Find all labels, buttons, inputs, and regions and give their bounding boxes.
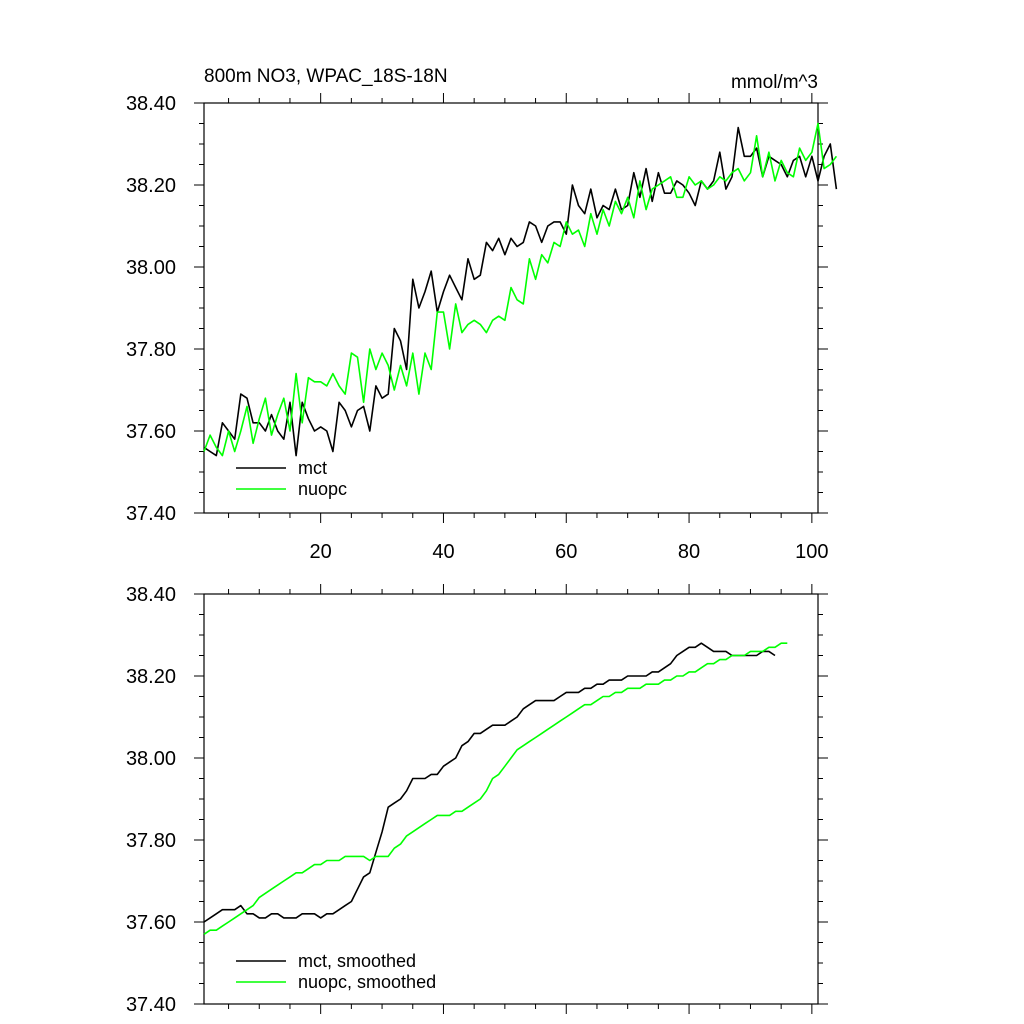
series-line-mct-smoothed (203, 642, 776, 923)
ytick-label: 38.20 (126, 666, 176, 688)
xtick-label: 100 (795, 541, 828, 563)
ytick-label: 37.60 (126, 421, 176, 443)
series-line-nuopc (203, 122, 838, 457)
plot-frame-smoothed (203, 593, 819, 1005)
legend-label-nuopc: nuopc (298, 479, 347, 499)
legend-smoothed: mct, smoothed nuopc, smoothed (236, 951, 436, 992)
ytick-label: 38.20 (126, 175, 176, 197)
chart-title: 800m NO3, WPAC_18S-18N (204, 66, 448, 87)
ytick-label: 37.60 (126, 912, 176, 934)
ytick-label: 38.00 (126, 257, 176, 279)
series-line-mct (203, 126, 838, 457)
legend-label-mct: mct (298, 458, 327, 478)
series-line-nuopc-smoothed (203, 642, 788, 935)
units-label: mmol/m^3 (731, 72, 818, 93)
ytick-label: 38.40 (126, 93, 176, 115)
xtick-label: 40 (432, 541, 454, 563)
xtick-label: 80 (678, 541, 700, 563)
xtick-label: 20 (310, 541, 332, 563)
legend-label-mct-smoothed: mct, smoothed (298, 951, 416, 971)
ytick-label: 37.40 (126, 994, 176, 1016)
xtick-label: 60 (555, 541, 577, 563)
ytick-label: 37.80 (126, 830, 176, 852)
legend: mct nuopc (236, 458, 347, 499)
top-panel: 800m NO3, WPAC_18S-18N mmol/m^3 37.40 37.… (126, 66, 838, 563)
ytick-label: 38.00 (126, 748, 176, 770)
ytick-label: 37.40 (126, 503, 176, 525)
legend-label-nuopc-smoothed: nuopc, smoothed (298, 972, 436, 992)
ytick-label: 37.80 (126, 339, 176, 361)
ytick-label: 38.40 (126, 584, 176, 606)
bottom-panel: 37.40 37.60 37.80 38.00 38.20 38.40 mct, smoo… (126, 584, 828, 1016)
